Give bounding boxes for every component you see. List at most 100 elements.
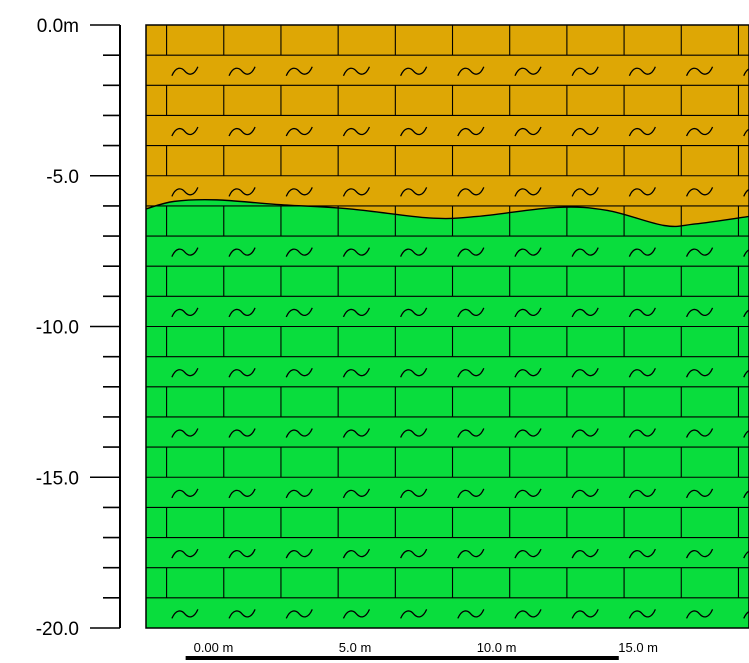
hatch-wave-symbol	[628, 488, 656, 499]
scale-label: 15.0 m	[618, 640, 658, 655]
hatch-wave-symbol	[571, 367, 599, 378]
hatch-wave-symbol	[743, 490, 749, 499]
hatch-wave-symbol	[171, 609, 199, 619]
hatch-wave-symbol	[571, 187, 599, 197]
hatch-wave-symbol	[628, 428, 656, 438]
hatch-wave-symbol	[285, 609, 313, 619]
hatch-wave-symbol	[400, 609, 428, 619]
hatch-wave-symbol	[342, 488, 371, 499]
hatch-wave-symbol	[457, 247, 485, 257]
hatch-wave-symbol	[342, 247, 371, 257]
hatch-wave-symbol	[457, 609, 485, 619]
hatch-wave-symbol	[628, 307, 656, 318]
hatch-wave-symbol	[457, 66, 485, 76]
hatch-wave-symbol	[228, 548, 256, 559]
hatch-wave-symbol	[571, 548, 599, 559]
hatch-wave-symbol	[743, 369, 749, 378]
hatch-wave-symbol	[342, 609, 371, 619]
hatch-wave-symbol	[228, 488, 256, 499]
hatch-wave-symbol	[285, 126, 313, 137]
hatch-wave-symbol	[685, 609, 714, 619]
depth-label: -10.0	[36, 318, 79, 339]
depth-label: -15.0	[36, 468, 79, 489]
hatch-wave-symbol	[342, 367, 371, 378]
hatch-wave-symbol	[285, 428, 313, 438]
hatch-wave-symbol	[400, 488, 428, 499]
hatch-wave-symbol	[342, 548, 371, 559]
hatch-wave-symbol	[743, 188, 749, 197]
hatch-wave-symbol	[743, 68, 749, 76]
hatch-wave-symbol	[571, 247, 599, 257]
hatch-wave-symbol	[457, 428, 485, 438]
hatch-wave-symbol	[228, 367, 256, 378]
depth-label: -20.0	[36, 619, 79, 640]
hatch-wave-symbol	[685, 307, 714, 318]
hatch-wave-symbol	[171, 126, 199, 137]
hatch-wave-symbol	[628, 367, 656, 378]
hatch-wave-symbol	[171, 187, 199, 197]
hatch-wave-symbol	[628, 66, 656, 76]
hatch-wave-symbol	[457, 307, 485, 318]
hatch-wave-symbol	[228, 307, 256, 318]
hatch-wave-symbol	[228, 609, 256, 619]
hatch-wave-symbol	[457, 187, 485, 197]
hatch-wave-symbol	[228, 66, 256, 76]
hatch-wave-symbol	[400, 428, 428, 438]
hatch-wave-symbol	[514, 187, 542, 197]
hatch-wave-symbol	[685, 247, 714, 257]
hatch-wave-symbol	[285, 367, 313, 378]
scale-bar-line	[185, 656, 619, 660]
hatch-wave-symbol	[514, 66, 542, 76]
hatch-wave-symbol	[228, 126, 256, 137]
hatch-wave-symbol	[228, 247, 256, 257]
hatch-wave-symbol	[285, 66, 313, 76]
hatch-wave-symbol	[285, 548, 313, 559]
hatch-wave-symbol	[514, 488, 542, 499]
horizontal-scale-bar: 0.00 m 5.0 m 10.0 m 15.0 m	[185, 640, 658, 660]
hatch-wave-symbol	[285, 488, 313, 499]
hatch-wave-symbol	[400, 187, 428, 197]
hatch-wave-symbol	[685, 187, 714, 197]
hatch-wave-symbol	[457, 488, 485, 499]
hatch-wave-symbol	[571, 488, 599, 499]
hatch-wave-symbol	[171, 428, 199, 438]
brick-hatch-pattern	[146, 25, 749, 628]
hatch-wave-symbol	[228, 187, 256, 197]
hatch-wave-symbol	[285, 247, 313, 257]
hatch-wave-symbol	[514, 548, 542, 559]
hatch-wave-symbol	[514, 609, 542, 619]
hatch-wave-symbol	[685, 548, 714, 559]
hatch-wave-symbol	[400, 548, 428, 559]
depth-axis: 0.0m -5.0 -10.0 -15.0 -20.0	[36, 16, 121, 640]
scale-label: 10.0 m	[477, 640, 517, 655]
hatch-wave-symbol	[685, 428, 714, 438]
hatch-wave-symbol	[171, 247, 199, 257]
hatch-wave-symbol	[685, 66, 714, 76]
hatch-wave-symbol	[457, 548, 485, 559]
hatch-wave-symbol	[400, 66, 428, 76]
hatch-wave-symbol	[400, 247, 428, 257]
hatch-wave-symbol	[285, 187, 313, 197]
hatch-wave-symbol	[514, 307, 542, 318]
lower-soil-layer	[146, 199, 749, 628]
hatch-wave-symbol	[743, 610, 749, 619]
hatch-wave-symbol	[571, 428, 599, 438]
hatch-wave-symbol	[571, 307, 599, 318]
hatch-wave-symbol	[342, 126, 371, 137]
hatch-wave-symbol	[628, 126, 656, 137]
hatch-wave-symbol	[400, 307, 428, 318]
hatch-wave-symbol	[457, 126, 485, 137]
hatch-wave-symbol	[514, 247, 542, 257]
hatch-wave-symbol	[342, 428, 371, 438]
hatch-wave-symbol	[514, 428, 542, 438]
depth-label: -5.0	[46, 167, 79, 188]
hatch-wave-symbol	[228, 428, 256, 438]
hatch-wave-symbol	[285, 307, 313, 318]
hatch-wave-symbol	[571, 126, 599, 137]
hatch-wave-symbol	[514, 126, 542, 137]
hatch-wave-symbol	[628, 548, 656, 559]
hatch-wave-symbol	[628, 609, 656, 619]
hatch-wave-symbol	[685, 367, 714, 378]
depth-label: 0.0m	[37, 16, 79, 37]
